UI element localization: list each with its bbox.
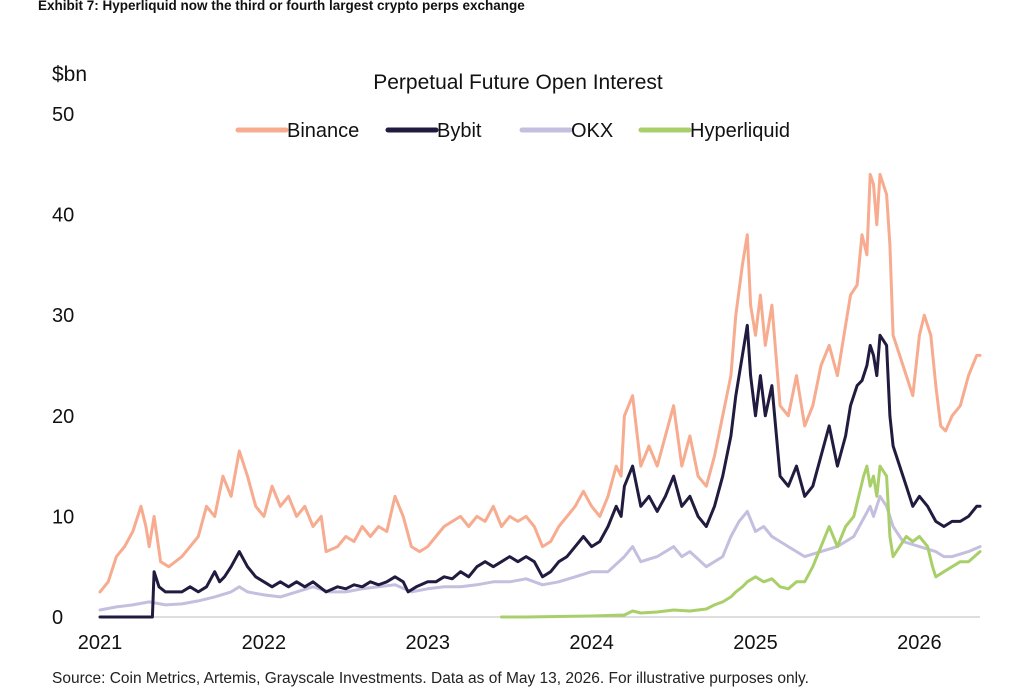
y-tick-label: 40 bbox=[52, 205, 74, 227]
x-tick-label: 2026 bbox=[897, 632, 942, 654]
series-line-okx bbox=[98, 494, 982, 612]
x-tick-label: 2024 bbox=[569, 632, 614, 654]
legend-label-bybit: Bybit bbox=[437, 120, 482, 142]
x-tick-label: 2023 bbox=[405, 632, 450, 654]
series-line-bybit bbox=[98, 323, 982, 619]
y-axis: 0 10 20 30 40 50 bbox=[52, 104, 74, 629]
legend-label-hyperliquid: Hyperliquid bbox=[690, 120, 790, 142]
y-tick-label: 10 bbox=[52, 506, 74, 528]
chart-title: Perpetual Future Open Interest bbox=[373, 71, 663, 94]
y-tick-label: 50 bbox=[52, 104, 74, 126]
legend-label-okx: OKX bbox=[571, 120, 613, 142]
x-axis: 2021 2022 2023 2024 2025 2026 bbox=[78, 632, 942, 654]
x-tick-label: 2025 bbox=[733, 632, 778, 654]
chart: $bn Perpetual Future Open Interest Binan… bbox=[52, 63, 982, 654]
exhibit-title: Exhibit 7: Hyperliquid now the third or … bbox=[38, 0, 525, 13]
y-axis-unit-label: $bn bbox=[52, 63, 87, 86]
x-tick-label: 2021 bbox=[78, 632, 123, 654]
y-tick-label: 0 bbox=[52, 607, 63, 629]
series-line-hyperliquid bbox=[500, 464, 982, 619]
legend-label-binance: Binance bbox=[287, 120, 359, 142]
y-tick-label: 20 bbox=[52, 406, 74, 428]
y-tick-label: 30 bbox=[52, 305, 74, 327]
source-note: Source: Coin Metrics, Artemis, Grayscale… bbox=[52, 670, 809, 687]
x-tick-label: 2022 bbox=[242, 632, 287, 654]
series-group bbox=[98, 172, 982, 619]
series-line-binance bbox=[98, 172, 982, 594]
legend: Binance Bybit OKX Hyperliquid bbox=[235, 120, 790, 142]
